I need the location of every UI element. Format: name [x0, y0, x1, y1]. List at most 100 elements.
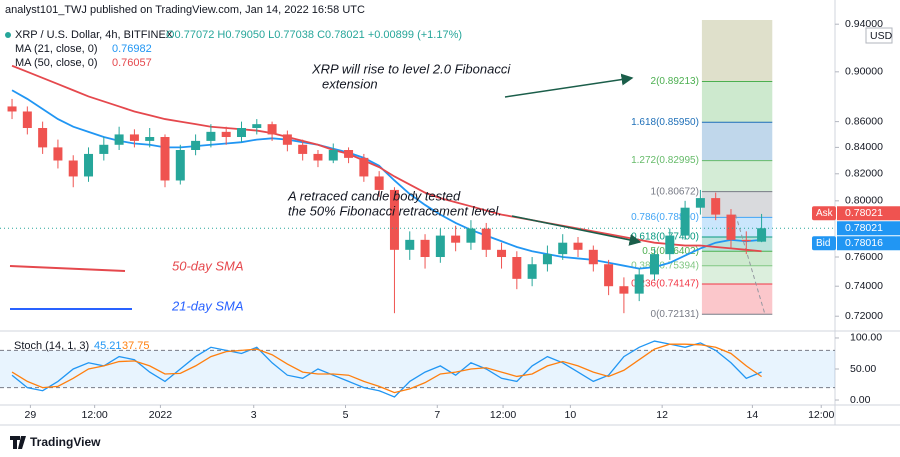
- candle-body: [313, 153, 323, 161]
- fib-trend: [735, 214, 766, 314]
- x-tick-label: 14: [747, 409, 759, 421]
- x-tick-label: 10: [565, 409, 577, 421]
- candle-body: [99, 144, 109, 154]
- candle-body: [680, 207, 690, 236]
- candle-body: [221, 131, 231, 138]
- candle-body: [619, 286, 629, 294]
- stoch-title: Stoch (14, 1, 3): [14, 340, 89, 352]
- annotation: the 50% Fibonacci retracement level.: [288, 203, 502, 218]
- candle-body: [236, 128, 246, 138]
- price-box: [837, 206, 900, 221]
- fib-band: [701, 160, 773, 192]
- stoch-band: [0, 350, 835, 388]
- arrow: [504, 73, 634, 98]
- price-tag-label: Ask: [816, 208, 834, 219]
- candle-body: [665, 235, 675, 255]
- candle-body: [389, 189, 399, 250]
- fib-label: 1(0.80672): [651, 186, 699, 197]
- header: analyst101_TWJ published on TradingView.…: [5, 4, 365, 16]
- annotation: 21-day SMA: [171, 298, 244, 313]
- overlay: analyst101_TWJ published on TradingView.…: [5, 4, 900, 449]
- price-pane: 2(0.89213) 1.618(0.85950) 1.272(0.82995) 1(…: [0, 20, 835, 320]
- fib-label: 0.382(0.75394): [631, 260, 699, 271]
- x-tick-label: 12:00: [490, 409, 516, 421]
- candle-body: [84, 153, 94, 177]
- fib-label: 0(0.72131): [651, 309, 699, 320]
- candle-body: [22, 111, 32, 129]
- y-tick-label: 0.82000: [845, 168, 883, 180]
- fib-band: [701, 81, 773, 123]
- ohlc: O0.77072 H0.79050 L0.77038 C0.78021 +0.0…: [166, 29, 462, 41]
- ma-value: 0.76982: [112, 43, 152, 55]
- stoch-value: 37.75: [122, 340, 150, 352]
- ma-value: 0.76057: [112, 57, 152, 69]
- y-tick-label: 0.94000: [845, 18, 883, 30]
- y-tick-label: 0.72000: [845, 310, 883, 322]
- fib-band: [701, 217, 773, 238]
- candle-body: [206, 131, 216, 141]
- status-dot: [5, 32, 11, 38]
- x-tick-label: 3: [251, 409, 257, 421]
- y-tick-label: 0.80000: [845, 195, 883, 207]
- candle-body: [191, 140, 201, 151]
- price-box: [837, 236, 900, 251]
- candle-body: [588, 249, 598, 265]
- candle-body: [573, 242, 583, 250]
- x-tick-label: 5: [343, 409, 349, 421]
- fib-label: 0.786(0.78800): [631, 212, 699, 223]
- candle-body: [405, 239, 415, 250]
- price-tag: [812, 206, 836, 221]
- fib-band: [701, 122, 773, 161]
- x-tick-label: 12:00: [808, 409, 834, 421]
- y-tick-label: 0.76000: [845, 251, 883, 263]
- stoch-line: [11, 343, 762, 394]
- candle-body: [604, 264, 614, 287]
- y-tick-label: 0.90000: [845, 66, 883, 78]
- x-tick-label: 29: [25, 409, 37, 421]
- stoch-value: 45.21: [94, 340, 122, 352]
- candle-body: [542, 254, 552, 265]
- price-tag-label: Bid: [816, 238, 830, 249]
- currency: USD: [870, 30, 893, 42]
- candle-body: [175, 150, 185, 181]
- candle-body: [160, 137, 170, 181]
- fib-label: 1.272(0.82995): [631, 155, 699, 166]
- x-tick-label: 12:00: [81, 409, 107, 421]
- fib-label: 0.618(0.77400): [631, 232, 699, 243]
- price-tag: [812, 236, 836, 251]
- candle-body: [757, 228, 767, 242]
- candle-body: [7, 106, 17, 112]
- arrow: [511, 215, 642, 246]
- candle-body: [282, 134, 292, 145]
- legend-line: [9, 265, 126, 272]
- annotation: A retraced candle body tested: [287, 188, 461, 203]
- fib-band: [701, 251, 773, 266]
- fib-extension-zone: [701, 20, 773, 82]
- candle-body: [252, 124, 262, 129]
- price-box-label: 0.78016: [845, 237, 883, 249]
- candle-body: [435, 235, 445, 258]
- fib-band: [701, 284, 773, 315]
- candle-body: [711, 198, 721, 215]
- candle-body: [481, 228, 491, 250]
- symbol: XRP / U.S. Dollar, 4h, BITFINEX: [15, 29, 174, 41]
- ma-line: [11, 89, 762, 270]
- candle-body: [114, 134, 124, 145]
- y-tick-label: 0.86000: [845, 115, 883, 127]
- y-tick-label: 0.74000: [845, 280, 883, 292]
- candle-body: [695, 198, 705, 208]
- x-tick-label: 12: [656, 409, 668, 421]
- candle-body: [726, 214, 736, 240]
- x-tick-label: 2022: [149, 409, 173, 421]
- ma-legend: MA (50, close, 0): [15, 57, 98, 69]
- annotation: 50-day SMA: [172, 258, 244, 273]
- fib-band: [701, 265, 773, 285]
- candle-body: [741, 239, 751, 242]
- candle-body: [420, 239, 430, 258]
- price-box-label: 0.78021: [845, 222, 883, 234]
- fib-label: 1.618(0.85950): [631, 117, 699, 128]
- candle-body: [451, 235, 461, 243]
- candle-body: [359, 157, 369, 177]
- candle-body: [512, 257, 522, 279]
